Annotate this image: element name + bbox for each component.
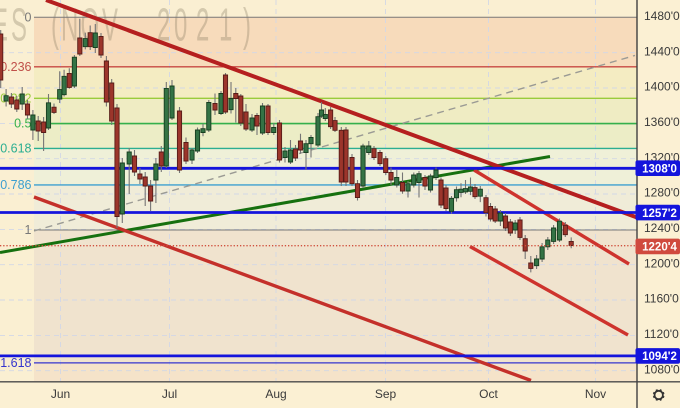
svg-text:0.618: 0.618 bbox=[0, 141, 31, 155]
svg-text:0.236: 0.236 bbox=[0, 60, 31, 74]
svg-text:1440'0: 1440'0 bbox=[644, 44, 680, 58]
svg-text:Jun: Jun bbox=[51, 387, 70, 401]
svg-text:1.618: 1.618 bbox=[0, 356, 31, 370]
svg-text:1080'0: 1080'0 bbox=[644, 362, 680, 376]
svg-text:1160'0: 1160'0 bbox=[644, 292, 679, 306]
svg-text:0: 0 bbox=[25, 10, 32, 24]
svg-text:1240'0: 1240'0 bbox=[644, 221, 680, 235]
svg-text:Nov: Nov bbox=[585, 387, 606, 401]
svg-text:1400'0: 1400'0 bbox=[644, 80, 680, 94]
svg-text:Aug: Aug bbox=[265, 387, 286, 401]
svg-text:1094'2: 1094'2 bbox=[642, 351, 677, 363]
svg-text:1: 1 bbox=[25, 223, 32, 237]
svg-text:1120'0: 1120'0 bbox=[644, 327, 679, 341]
svg-text:Jul: Jul bbox=[162, 387, 177, 401]
svg-text:1308'0: 1308'0 bbox=[642, 163, 677, 175]
svg-text:Sep: Sep bbox=[375, 387, 397, 401]
svg-text:Oct: Oct bbox=[479, 387, 498, 401]
svg-text:0.786: 0.786 bbox=[0, 178, 31, 192]
svg-text:1220'4: 1220'4 bbox=[642, 242, 677, 254]
svg-text:1480'0: 1480'0 bbox=[644, 9, 680, 23]
svg-text:0.5: 0.5 bbox=[14, 117, 31, 131]
svg-text:1200'0: 1200'0 bbox=[644, 256, 680, 270]
svg-text:1360'0: 1360'0 bbox=[644, 115, 680, 129]
svg-text:1280'0: 1280'0 bbox=[644, 186, 680, 200]
svg-text:1257'2: 1257'2 bbox=[642, 208, 677, 220]
svg-text:ES(NOV2021): ES(NOV2021) bbox=[0, 0, 251, 50]
